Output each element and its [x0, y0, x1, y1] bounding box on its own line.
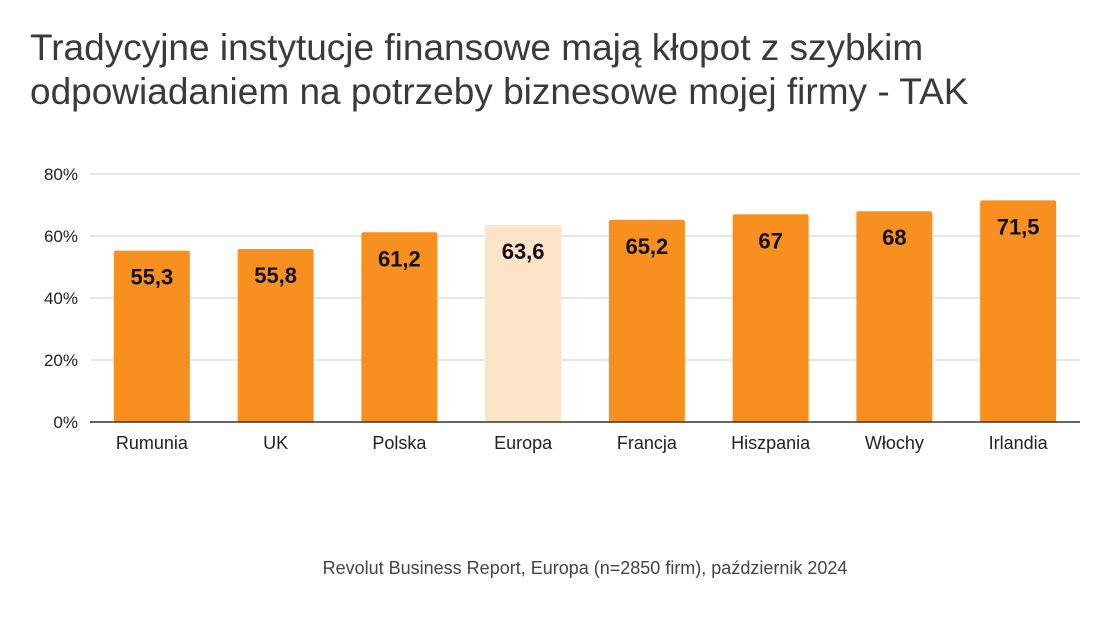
source-note: Revolut Business Report, Europa (n=2850 … — [322, 558, 848, 578]
y-tick-label: 80% — [44, 165, 78, 184]
bar — [361, 232, 438, 422]
x-tick-label: Rumunia — [116, 433, 189, 453]
bar — [485, 224, 562, 422]
x-tick-label: Hiszpania — [731, 433, 811, 453]
x-tick-label: UK — [263, 433, 288, 453]
bar — [113, 250, 190, 422]
x-tick-label: Polska — [372, 433, 427, 453]
chart-title: Tradycyjne instytucje finansowe mają kło… — [30, 27, 969, 112]
data-label: 61,2 — [378, 246, 421, 271]
x-tick-label: Francja — [617, 433, 678, 453]
data-label: 55,3 — [130, 265, 173, 290]
data-label: 65,2 — [625, 234, 668, 259]
x-tick-label: Europa — [494, 433, 553, 453]
bar — [980, 200, 1057, 422]
data-label: 55,8 — [254, 263, 297, 288]
x-tick-label: Irlandia — [989, 433, 1049, 453]
y-tick-label: 60% — [44, 227, 78, 246]
y-tick-label: 40% — [44, 289, 78, 308]
bar — [856, 211, 933, 422]
bar — [732, 214, 809, 422]
data-label: 71,5 — [997, 214, 1040, 239]
data-label: 67 — [758, 228, 782, 253]
y-tick-label: 20% — [44, 351, 78, 370]
data-label: 63,6 — [502, 239, 545, 264]
bar — [608, 219, 685, 422]
y-tick-label: 0% — [53, 413, 78, 432]
bar — [237, 249, 314, 422]
x-tick-label: Włochy — [865, 433, 924, 453]
data-label: 68 — [882, 225, 906, 250]
